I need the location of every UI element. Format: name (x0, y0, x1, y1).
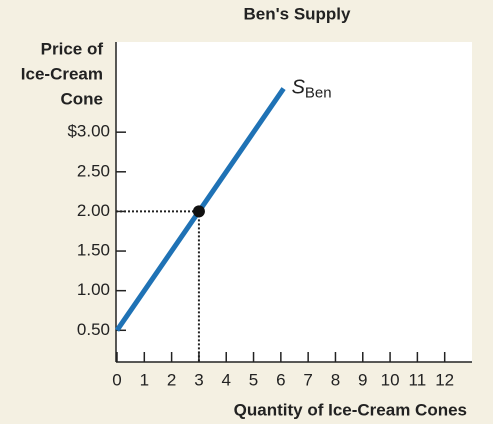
y-tick-label: 2.50 (77, 161, 110, 180)
x-tick-label: 11 (409, 370, 427, 389)
x-tick-label: 1 (140, 370, 149, 389)
x-tick-label: 12 (435, 370, 454, 389)
x-tick-label: 8 (331, 370, 340, 389)
x-tick-label: 3 (194, 370, 203, 389)
highlight-point (192, 205, 205, 218)
x-tick-label: 0 (112, 370, 121, 389)
x-tick-label: 6 (276, 370, 285, 389)
y-axis-label: Ice-Cream (21, 64, 103, 83)
x-axis-label: Quantity of Ice-Cream Cones (234, 400, 467, 419)
y-tick-label: 1.00 (77, 280, 110, 299)
x-tick-label: 7 (303, 370, 312, 389)
x-tick-label: 10 (381, 370, 400, 389)
series-label-name: S (292, 77, 306, 99)
y-tick-label: $3.00 (67, 122, 110, 141)
chart-title: Ben's Supply (243, 4, 351, 23)
x-tick-label: 4 (221, 370, 230, 389)
plot-area (116, 42, 472, 362)
y-tick-label: 1.50 (77, 241, 110, 260)
series-label: SBen (292, 77, 332, 102)
series-label-subscript: Ben (305, 85, 332, 102)
y-axis-label: Cone (61, 89, 104, 108)
x-tick-label: 2 (167, 370, 176, 389)
x-tick-label: 5 (249, 370, 258, 389)
y-tick-label: 0.50 (77, 320, 110, 339)
x-tick-label: 9 (358, 370, 367, 389)
y-tick-label: 2.00 (77, 201, 110, 220)
y-axis-label: Price of (41, 39, 104, 58)
